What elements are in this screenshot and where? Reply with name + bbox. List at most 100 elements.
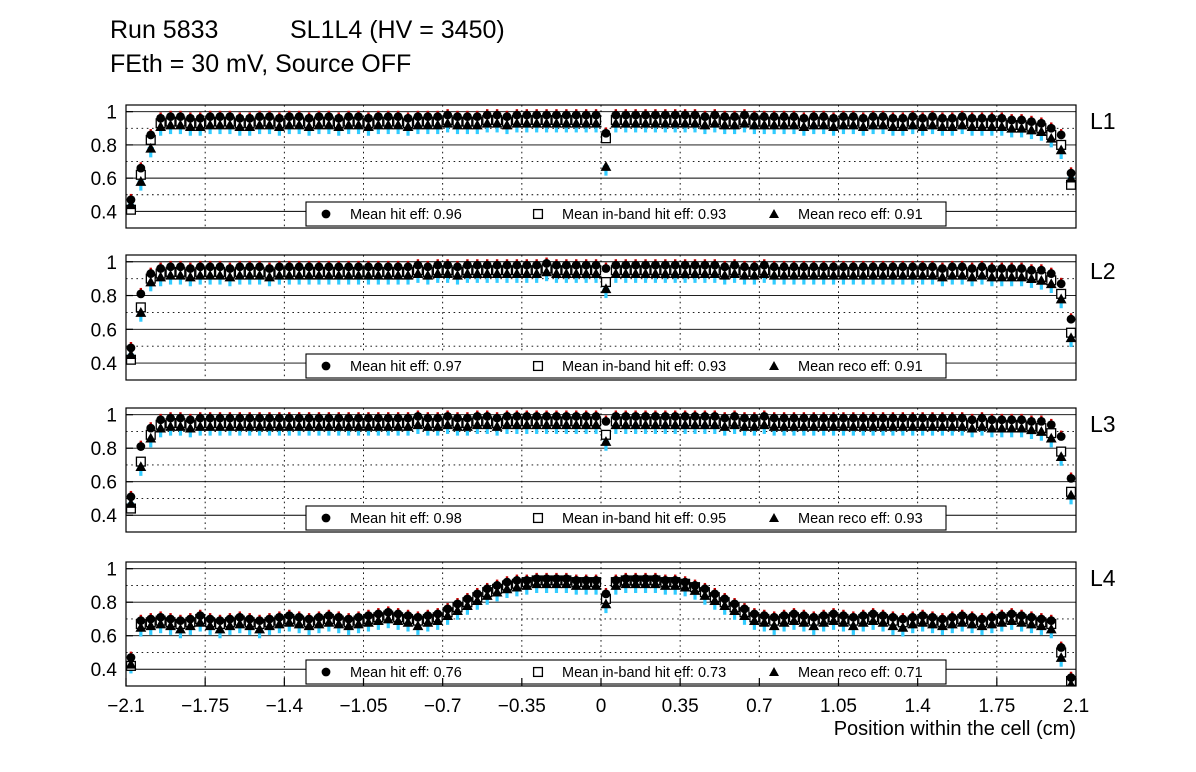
marker-reco-triangle: [847, 119, 859, 130]
marker-reco-triangle: [689, 419, 701, 430]
x-tick-label: 1.75: [978, 696, 1015, 717]
marker-hit-circle: [977, 413, 987, 423]
marker-reco-triangle: [927, 269, 938, 280]
marker-reco-triangle: [511, 117, 523, 128]
marker-hit-circle: [928, 612, 937, 622]
marker-hit-circle: [136, 442, 146, 451]
marker-hit-circle: [324, 611, 334, 621]
marker-reco-triangle: [986, 422, 998, 433]
marker-reco-triangle: [788, 119, 800, 130]
marker-hit-circle: [740, 413, 749, 423]
marker-hit-circle: [255, 262, 264, 272]
marker-reco-triangle: [541, 266, 552, 277]
series-group: [126, 410, 1076, 514]
marker-hit-circle: [809, 612, 819, 622]
legend-marker-inband-square: [532, 512, 544, 524]
marker-hit-circle: [284, 262, 294, 272]
y-tick-label: 0.8: [91, 439, 117, 460]
marker-hit-circle: [245, 614, 255, 624]
marker-reco-triangle: [818, 119, 830, 130]
marker-reco-triangle: [471, 119, 483, 130]
marker-reco-triangle: [521, 117, 533, 128]
marker-reco-triangle: [1055, 652, 1067, 662]
marker-hit-circle: [641, 574, 650, 584]
marker-reco-triangle: [798, 269, 810, 280]
marker-hit-circle: [581, 576, 591, 585]
marker-reco-triangle: [333, 121, 345, 132]
y-tick-label: 0.4: [91, 660, 118, 681]
marker-hit-circle: [522, 260, 532, 270]
marker-reco-triangle: [234, 269, 246, 280]
marker-hit-circle: [611, 260, 621, 270]
marker-reco-triangle: [471, 419, 483, 430]
marker-hit-circle: [532, 411, 542, 421]
panel-label-l3: L3: [1090, 411, 1116, 437]
marker-hit-circle: [185, 415, 195, 425]
legend-marker-reco-triangle: [769, 361, 779, 370]
marker-reco-triangle: [956, 616, 968, 627]
x-tick-label: −1.05: [339, 696, 387, 717]
marker-reco-triangle: [917, 421, 929, 431]
marker-hit-circle: [651, 574, 660, 584]
marker-reco-triangle: [372, 421, 384, 431]
marker-hit-circle: [601, 264, 611, 273]
marker-hit-circle: [423, 413, 433, 423]
marker-reco-triangle: [382, 613, 394, 624]
marker-reco-triangle: [214, 119, 226, 130]
x-tick-label: 0: [596, 696, 607, 717]
marker-hit-circle: [245, 413, 255, 423]
marker-reco-triangle: [838, 119, 849, 130]
legend-marker-hit-circle: [321, 361, 331, 371]
marker-reco-triangle: [689, 117, 701, 128]
marker-reco-triangle: [501, 119, 513, 130]
marker-reco-triangle: [184, 422, 196, 433]
marker-hit-circle: [878, 112, 888, 122]
marker-hit-circle: [1066, 314, 1076, 324]
marker-reco-triangle: [917, 269, 929, 280]
marker-hit-circle: [403, 262, 413, 272]
marker-reco-triangle: [452, 269, 463, 280]
marker-hit-circle: [463, 260, 472, 270]
marker-reco-triangle: [145, 276, 157, 287]
marker-hit-circle: [789, 262, 799, 272]
marker-reco-triangle: [818, 616, 830, 627]
marker-hit-circle: [542, 259, 551, 268]
marker-reco-triangle: [1026, 124, 1037, 135]
marker-hit-circle: [680, 577, 690, 587]
marker-hit-circle: [453, 112, 462, 122]
marker-reco-triangle: [808, 620, 820, 631]
marker-reco-triangle: [996, 616, 1008, 627]
marker-hit-circle: [1046, 616, 1056, 626]
marker-reco-triangle: [273, 121, 285, 132]
marker-hit-circle: [136, 289, 146, 299]
marker-hit-circle: [304, 614, 314, 624]
panel-frame: [125, 254, 1077, 381]
marker-hit-circle: [957, 262, 967, 272]
legend-box: [305, 353, 947, 379]
marker-hit-circle: [829, 413, 838, 423]
marker-reco-triangle: [521, 580, 533, 590]
marker-reco-triangle: [481, 590, 493, 600]
marker-reco-triangle: [392, 269, 404, 280]
marker-hit-circle: [888, 113, 898, 123]
marker-reco-triangle: [422, 269, 434, 280]
marker-reco-triangle: [877, 616, 889, 627]
marker-reco-triangle: [758, 616, 770, 627]
marker-reco-triangle: [808, 421, 820, 431]
marker-reco-triangle: [748, 119, 760, 130]
marker-reco-triangle: [184, 121, 196, 132]
marker-hit-circle: [373, 112, 383, 122]
marker-hit-circle: [413, 411, 423, 421]
marker-hit-circle: [789, 609, 799, 619]
marker-reco-triangle: [709, 117, 721, 128]
marker-hit-circle: [383, 112, 393, 122]
marker-reco-triangle: [857, 421, 869, 431]
marker-hit-circle: [938, 413, 947, 423]
marker-reco-triangle: [551, 419, 562, 430]
marker-hit-circle: [977, 262, 987, 272]
marker-reco-triangle: [867, 269, 879, 280]
marker-reco-triangle: [1045, 132, 1057, 143]
marker-reco-triangle: [264, 620, 275, 631]
marker-hit-circle: [898, 113, 908, 123]
marker-reco-triangle: [877, 119, 889, 130]
